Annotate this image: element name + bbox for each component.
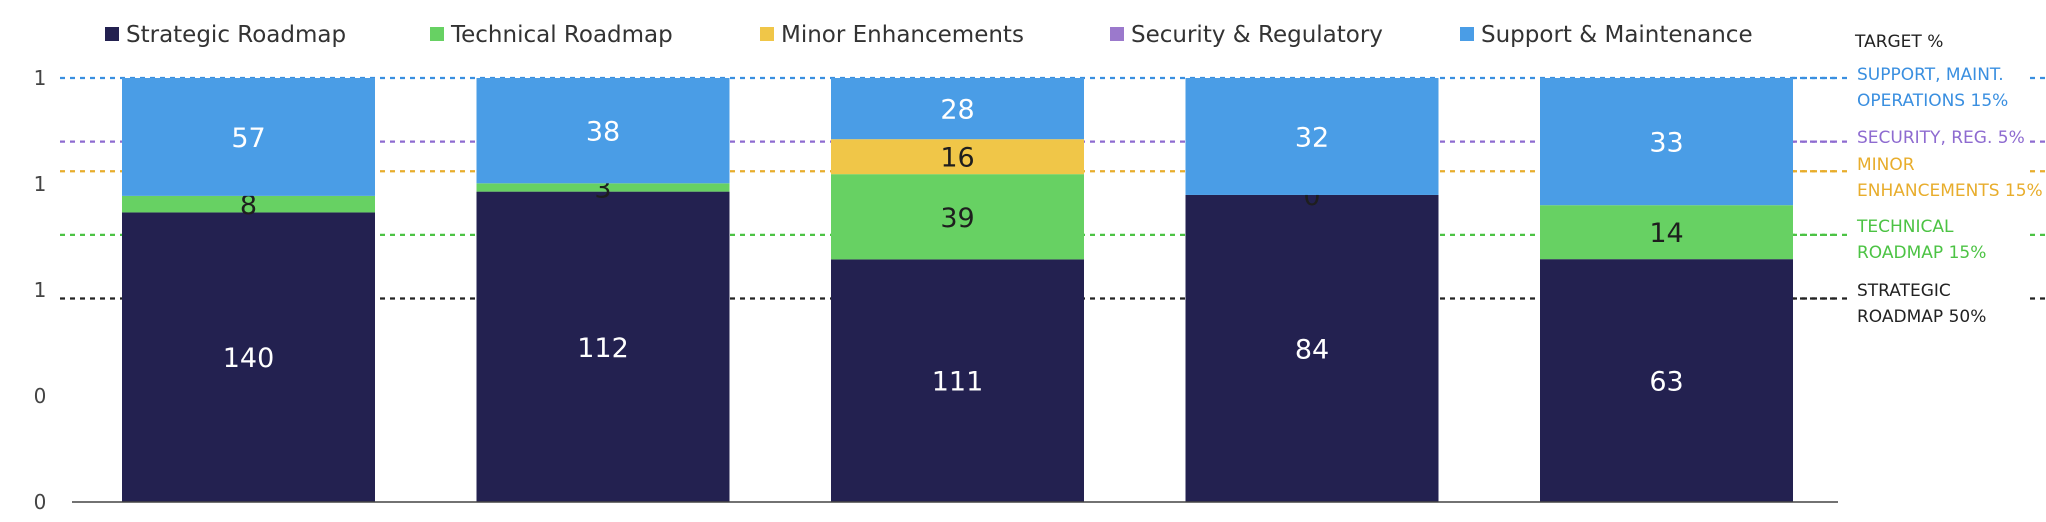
- target-label: STRATEGIC: [1857, 281, 1951, 301]
- legend-swatch: [760, 27, 774, 41]
- bar-segment-technical-roadmap: [476, 183, 730, 192]
- data-label: 8: [240, 190, 257, 221]
- y-tick-label: 0: [34, 384, 47, 408]
- legend-swatch: [1460, 27, 1474, 41]
- legend-label: Minor Enhancements: [781, 22, 1024, 48]
- legend: Strategic Roadmap Technical Roadmap Minor …: [105, 22, 1753, 48]
- data-label: 111: [932, 367, 984, 398]
- legend-swatch: [1110, 27, 1124, 41]
- legend-item-support-maintenance: Support & Maintenance: [1460, 22, 1753, 48]
- legend-swatch: [105, 27, 119, 41]
- legend-label: Technical Roadmap: [450, 22, 673, 48]
- data-label: 112: [577, 333, 629, 364]
- bar-segment-strategic-roadmap: [1540, 259, 1793, 502]
- y-tick-label: 1: [34, 172, 47, 196]
- legend-swatch: [430, 27, 444, 41]
- data-label: 16: [940, 143, 974, 174]
- data-label: 84: [1295, 334, 1329, 365]
- target-labels: TARGET % SUPPORT, MAINT. OPERATIONS 15% SE…: [1854, 32, 2043, 327]
- bar-segment-strategic-roadmap: [476, 191, 730, 502]
- legend-item-technical-roadmap: Technical Roadmap: [430, 22, 673, 48]
- target-header: TARGET %: [1854, 32, 1943, 52]
- bar-segment-technical-roadmap: [831, 174, 1084, 260]
- data-label: 14: [1649, 218, 1683, 249]
- legend-label: Security & Regulatory: [1131, 22, 1383, 48]
- bar-segment-strategic-roadmap: [122, 212, 375, 502]
- target-label: MINOR: [1857, 155, 1915, 175]
- bar-stack-3: 111 39 16 28: [831, 78, 1084, 502]
- legend-label: Strategic Roadmap: [126, 22, 346, 48]
- data-label: 63: [1649, 367, 1683, 398]
- y-tick-label: 0: [34, 490, 47, 514]
- data-label: 32: [1295, 122, 1329, 153]
- bar-segment-support-maintenance: [122, 78, 375, 196]
- legend-item-security-regulatory: Security & Regulatory: [1110, 22, 1383, 48]
- y-axis: 0 0 1 1 1: [34, 66, 47, 514]
- bar-segment-minor-enhancements: [831, 139, 1084, 175]
- target-label: ENHANCEMENTS 15%: [1857, 181, 2043, 201]
- bar-segment-strategic-roadmap: [1185, 194, 1439, 502]
- data-label: 39: [940, 203, 974, 234]
- data-label: 28: [940, 95, 974, 126]
- bar-stack-1: 140 8 57: [122, 78, 375, 502]
- bar-segment-support-maintenance: [1185, 78, 1439, 195]
- bar-segment-support-maintenance: [1540, 78, 1793, 206]
- data-label: 38: [586, 117, 620, 148]
- target-label: ROADMAP 15%: [1857, 243, 1986, 263]
- y-tick-label: 1: [34, 278, 47, 302]
- data-label: 57: [231, 123, 265, 154]
- legend-label: Support & Maintenance: [1481, 22, 1753, 48]
- bar-stack-5: 63 14 33: [1540, 78, 1793, 502]
- bar-segment-support-maintenance: [831, 78, 1084, 140]
- bar-segment-strategic-roadmap: [831, 259, 1084, 502]
- legend-item-minor-enhancements: Minor Enhancements: [760, 22, 1024, 48]
- target-label: SECURITY, REG. 5%: [1857, 128, 2025, 148]
- bar-segment-support-maintenance: [476, 78, 730, 184]
- data-label: 33: [1649, 128, 1683, 159]
- y-tick-label: 1: [34, 66, 47, 90]
- bar-segment-technical-roadmap: [122, 195, 375, 213]
- data-label: 140: [223, 343, 275, 374]
- legend-item-strategic-roadmap: Strategic Roadmap: [105, 22, 346, 48]
- target-label: OPERATIONS 15%: [1857, 91, 2008, 111]
- target-label: SUPPORT, MAINT.: [1857, 65, 2004, 85]
- target-label: TECHNICAL: [1856, 217, 1954, 237]
- bar-segment-technical-roadmap: [1540, 205, 1793, 260]
- target-label: ROADMAP 50%: [1857, 307, 1986, 327]
